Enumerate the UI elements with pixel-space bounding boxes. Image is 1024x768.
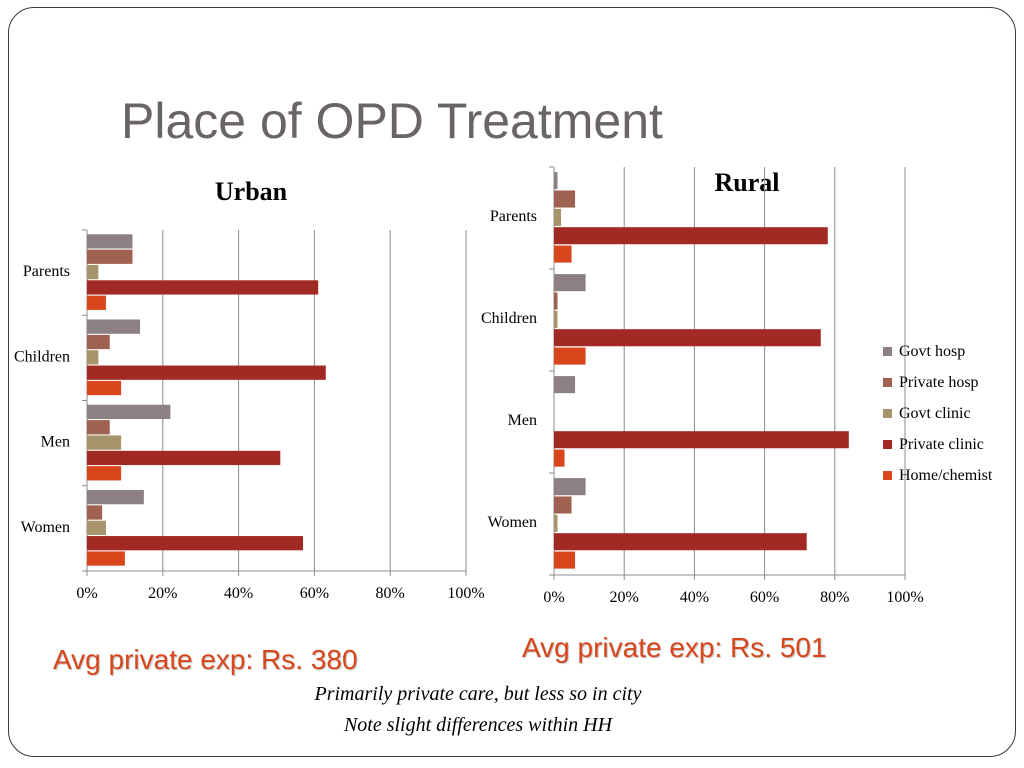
rural-category-label-men: Men xyxy=(508,412,537,429)
rural-bar-women-home-chemist xyxy=(554,551,576,569)
rural-legend: Govt hosp Private hosp Govt clinic Private … xyxy=(883,336,992,491)
urban-bar-women-private-clinic xyxy=(87,536,304,551)
urban-bar-parents-govt-clinic xyxy=(87,264,99,280)
rural-bar-children-private-clinic xyxy=(554,329,821,347)
rural-bar-children-home-chemist xyxy=(554,347,586,365)
legend-item-private-clinic: Private clinic xyxy=(883,429,992,460)
urban-bar-children-govt-hosp xyxy=(87,319,141,334)
avg-urban-label: Avg private exp: Rs. 380 xyxy=(53,644,358,675)
legend-label: Govt hosp xyxy=(899,342,966,360)
rural-bar-children-govt-hosp xyxy=(554,274,586,292)
rural-category-label-women: Women xyxy=(488,514,537,531)
urban-x-tick-label: 20% xyxy=(148,585,177,602)
urban-bar-parents-private-clinic xyxy=(87,280,319,295)
rural-x-tick-label: 80% xyxy=(820,589,849,606)
urban-bar-women-govt-clinic xyxy=(87,520,106,535)
legend-swatch xyxy=(883,471,892,480)
rural-bar-women-private-hosp xyxy=(554,496,572,514)
rural-bar-children-govt-clinic xyxy=(554,310,558,328)
rural-chart: Rural 0% 20% 40% 60% 80% 100% Parents Children Me… xyxy=(481,166,924,606)
urban-x-tick-label: 0% xyxy=(76,585,97,602)
rural-bar-men-govt-hosp xyxy=(554,376,576,394)
urban-category-label-men: Men xyxy=(41,434,70,451)
rural-bar-women-govt-hosp xyxy=(554,478,586,496)
rural-x-tick-label: 0% xyxy=(543,589,564,606)
urban-bar-men-private-clinic xyxy=(87,450,281,466)
rural-bar-women-private-clinic xyxy=(554,533,807,551)
legend-label: Govt clinic xyxy=(899,404,971,422)
urban-x-tick-label: 80% xyxy=(376,585,405,602)
rural-bar-men-private-clinic xyxy=(554,431,849,449)
rural-bar-parents-govt-clinic xyxy=(554,208,562,226)
urban-chart: Urban 0% 20% 40% 60% 80% 100% Parents Children Me… xyxy=(14,177,485,602)
rural-x-tick-label: 60% xyxy=(750,589,779,606)
note-line-2: Note slight differences within HH xyxy=(343,714,613,736)
legend-swatch xyxy=(883,347,892,356)
urban-chart-title: Urban xyxy=(215,177,288,206)
legend-item-govt-hosp: Govt hosp xyxy=(883,336,992,367)
avg-rural-label: Avg private exp: Rs. 501 xyxy=(522,632,827,663)
rural-bar-parents-govt-hosp xyxy=(554,172,558,190)
legend-item-private-hosp: Private hosp xyxy=(883,367,992,398)
legend-swatch xyxy=(883,378,892,387)
rural-category-label-children: Children xyxy=(481,310,537,327)
urban-category-label-parents: Parents xyxy=(23,263,70,280)
rural-x-tick-label: 20% xyxy=(610,589,639,606)
slide-title: Place of OPD Treatment xyxy=(121,93,663,149)
urban-x-tick-label: 100% xyxy=(447,585,484,602)
rural-bar-women-govt-clinic xyxy=(554,514,558,532)
urban-bar-children-home-chemist xyxy=(87,380,122,396)
rural-category-label-parents: Parents xyxy=(490,208,537,225)
urban-x-tick-label: 40% xyxy=(224,585,253,602)
urban-x-tick-label: 60% xyxy=(300,585,329,602)
legend-label: Private hosp xyxy=(899,373,979,391)
urban-bar-parents-home-chemist xyxy=(87,295,106,310)
slide-frame: Place of OPD Treatment xyxy=(8,7,1016,757)
legend-swatch xyxy=(883,409,892,418)
urban-bar-men-govt-hosp xyxy=(87,404,171,420)
urban-bar-children-private-hosp xyxy=(87,334,110,350)
legend-label: Home/chemist xyxy=(899,466,993,484)
rural-bar-men-home-chemist xyxy=(554,449,565,467)
urban-bar-children-private-clinic xyxy=(87,365,326,380)
urban-bar-women-home-chemist xyxy=(87,551,125,566)
legend-item-home-chemist: Home/chemist xyxy=(883,460,992,491)
urban-bar-women-private-hosp xyxy=(87,505,103,520)
rural-bar-parents-home-chemist xyxy=(554,245,572,263)
urban-bar-women-govt-hosp xyxy=(87,490,144,505)
legend-swatch xyxy=(883,440,892,449)
rural-x-tick-label: 40% xyxy=(680,589,709,606)
urban-category-label-children: Children xyxy=(14,348,70,365)
urban-bar-men-home-chemist xyxy=(87,466,122,481)
urban-bar-children-govt-clinic xyxy=(87,350,99,365)
legend-label: Private clinic xyxy=(899,435,984,453)
urban-bar-men-govt-clinic xyxy=(87,435,122,450)
urban-bar-parents-private-hosp xyxy=(87,249,133,264)
note-line-1: Primarily private care, but less so in c… xyxy=(314,683,642,705)
rural-bar-parents-private-clinic xyxy=(554,227,828,245)
urban-category-label-women: Women xyxy=(21,519,70,536)
rural-bar-parents-private-hosp xyxy=(554,190,576,208)
legend-item-govt-clinic: Govt clinic xyxy=(883,398,992,429)
rural-x-tick-label: 100% xyxy=(886,589,923,606)
urban-bar-men-private-hosp xyxy=(87,420,110,435)
rural-chart-title: Rural xyxy=(715,168,780,197)
urban-bar-parents-govt-hosp xyxy=(87,234,133,249)
rural-bar-children-private-hosp xyxy=(554,292,558,310)
